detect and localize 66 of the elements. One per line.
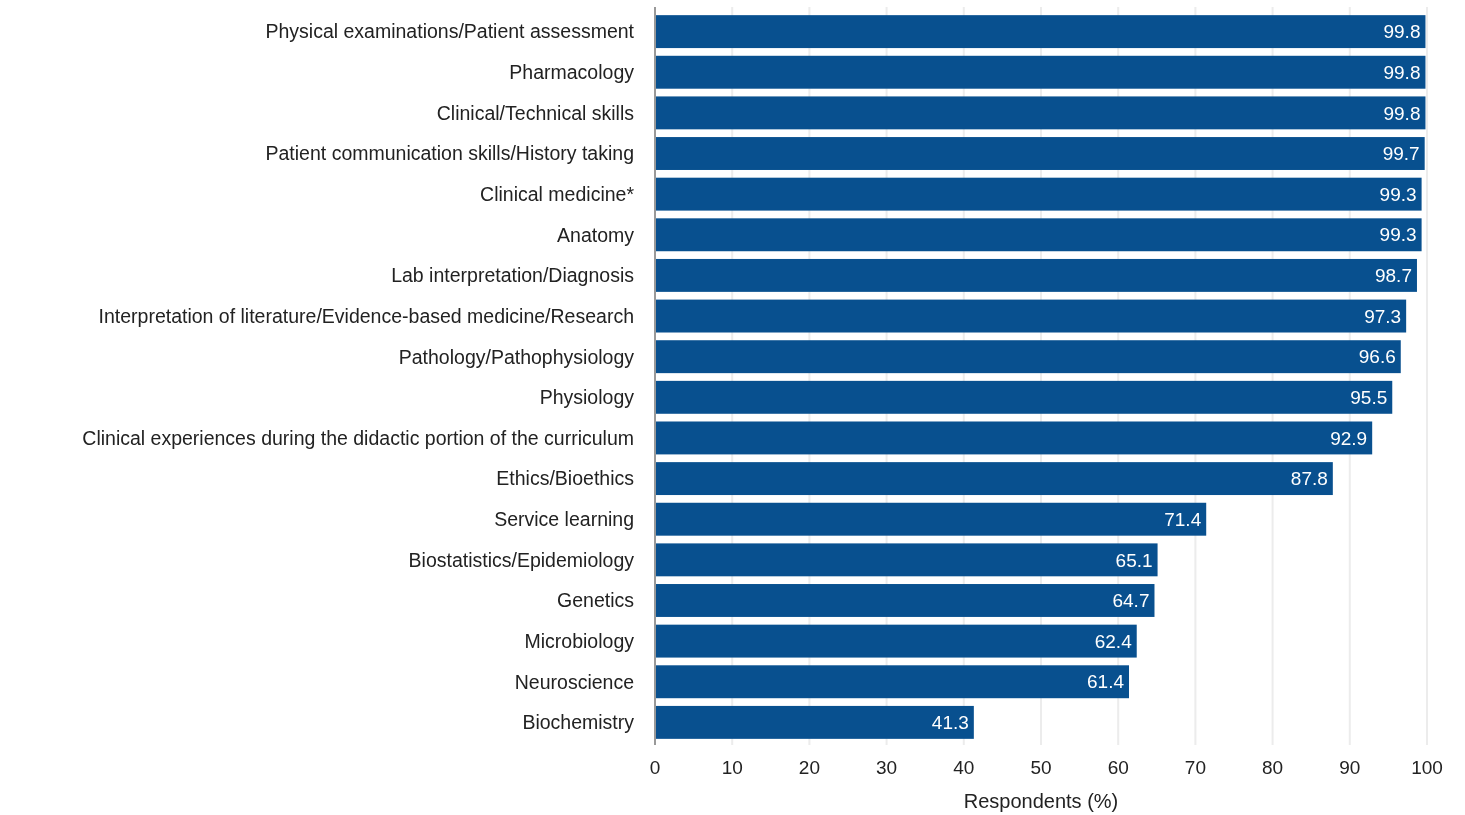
bar	[655, 380, 1393, 414]
bar	[655, 421, 1373, 455]
x-tick-label: 20	[798, 757, 820, 778]
data-label: 99.8	[1383, 102, 1421, 124]
bar	[655, 177, 1422, 211]
bar	[655, 665, 1130, 699]
bar	[655, 137, 1425, 170]
bar	[655, 55, 1426, 89]
y-tick-label: Patient communication skills/History taking	[265, 142, 634, 165]
data-label: 99.7	[1382, 143, 1420, 165]
bar	[655, 258, 1417, 292]
data-label: 71.4	[1164, 508, 1202, 530]
bar	[655, 15, 1426, 49]
data-label: 62.4	[1094, 630, 1133, 652]
y-tick-label: Anatomy	[557, 223, 635, 246]
data-label: 65.1	[1115, 549, 1153, 571]
y-tick-label: Genetics	[557, 589, 635, 612]
y-tick-label: Biostatistics/Epidemiology	[408, 548, 635, 571]
y-tick-label: Clinical medicine*	[480, 182, 635, 205]
x-tick-label: 0	[649, 757, 661, 778]
bar	[655, 584, 1155, 617]
bar	[655, 299, 1407, 333]
x-tick-label: 10	[721, 757, 743, 778]
y-tick-label: Physical examinations/Patient assessment	[265, 20, 635, 43]
x-tick-label: 100	[1411, 757, 1443, 778]
x-tick-label: 90	[1339, 757, 1361, 778]
y-tick-label: Physiology	[539, 386, 635, 409]
bar	[655, 462, 1333, 496]
x-tick-label: 70	[1184, 757, 1206, 778]
y-tick-label: Neuroscience	[514, 670, 634, 693]
bar	[655, 502, 1207, 536]
data-label: 98.7	[1374, 265, 1412, 287]
data-label: 96.6	[1358, 346, 1396, 368]
y-tick-label: Biochemistry	[522, 711, 635, 734]
data-label: 99.3	[1379, 224, 1417, 246]
bar	[655, 218, 1422, 252]
data-label: 87.8	[1290, 468, 1328, 490]
bar	[655, 624, 1137, 658]
x-tick-label: 50	[1030, 757, 1052, 778]
data-label: 99.8	[1383, 61, 1421, 83]
data-label: 97.3	[1364, 305, 1402, 327]
y-tick-label: Microbiology	[524, 629, 635, 652]
x-tick-label: 40	[953, 757, 975, 778]
y-tick-label: Service learning	[494, 508, 634, 531]
x-tick-label: 60	[1107, 757, 1129, 778]
data-label: 95.5	[1350, 386, 1388, 408]
data-label: 61.4	[1087, 671, 1125, 693]
data-label: 64.7	[1112, 590, 1150, 612]
data-label: 92.9	[1330, 427, 1368, 449]
bar	[655, 340, 1401, 374]
y-tick-label: Pharmacology	[509, 61, 635, 84]
data-label: 41.3	[931, 712, 969, 734]
y-tick-label: Ethics/Bioethics	[496, 467, 635, 490]
x-tick-label: 30	[876, 757, 898, 778]
data-label: 99.8	[1383, 21, 1421, 43]
y-tick-label: Clinical/Technical skills	[436, 101, 635, 124]
y-tick-label: Interpretation of literature/Evidence-based medicine/Research	[98, 304, 634, 327]
y-tick-label: Pathology/Pathophysiology	[398, 345, 635, 368]
bar	[655, 705, 974, 739]
bar	[655, 543, 1158, 577]
y-tick-label: Clinical experiences during the didactic portion of the curriculum	[82, 426, 634, 449]
bar	[655, 96, 1426, 130]
x-tick-label: 80	[1262, 757, 1284, 778]
x-axis-title: Respondents (%)	[963, 790, 1119, 812]
y-tick-label: Lab interpretation/Diagnosis	[391, 264, 635, 287]
data-label: 99.3	[1379, 183, 1417, 205]
